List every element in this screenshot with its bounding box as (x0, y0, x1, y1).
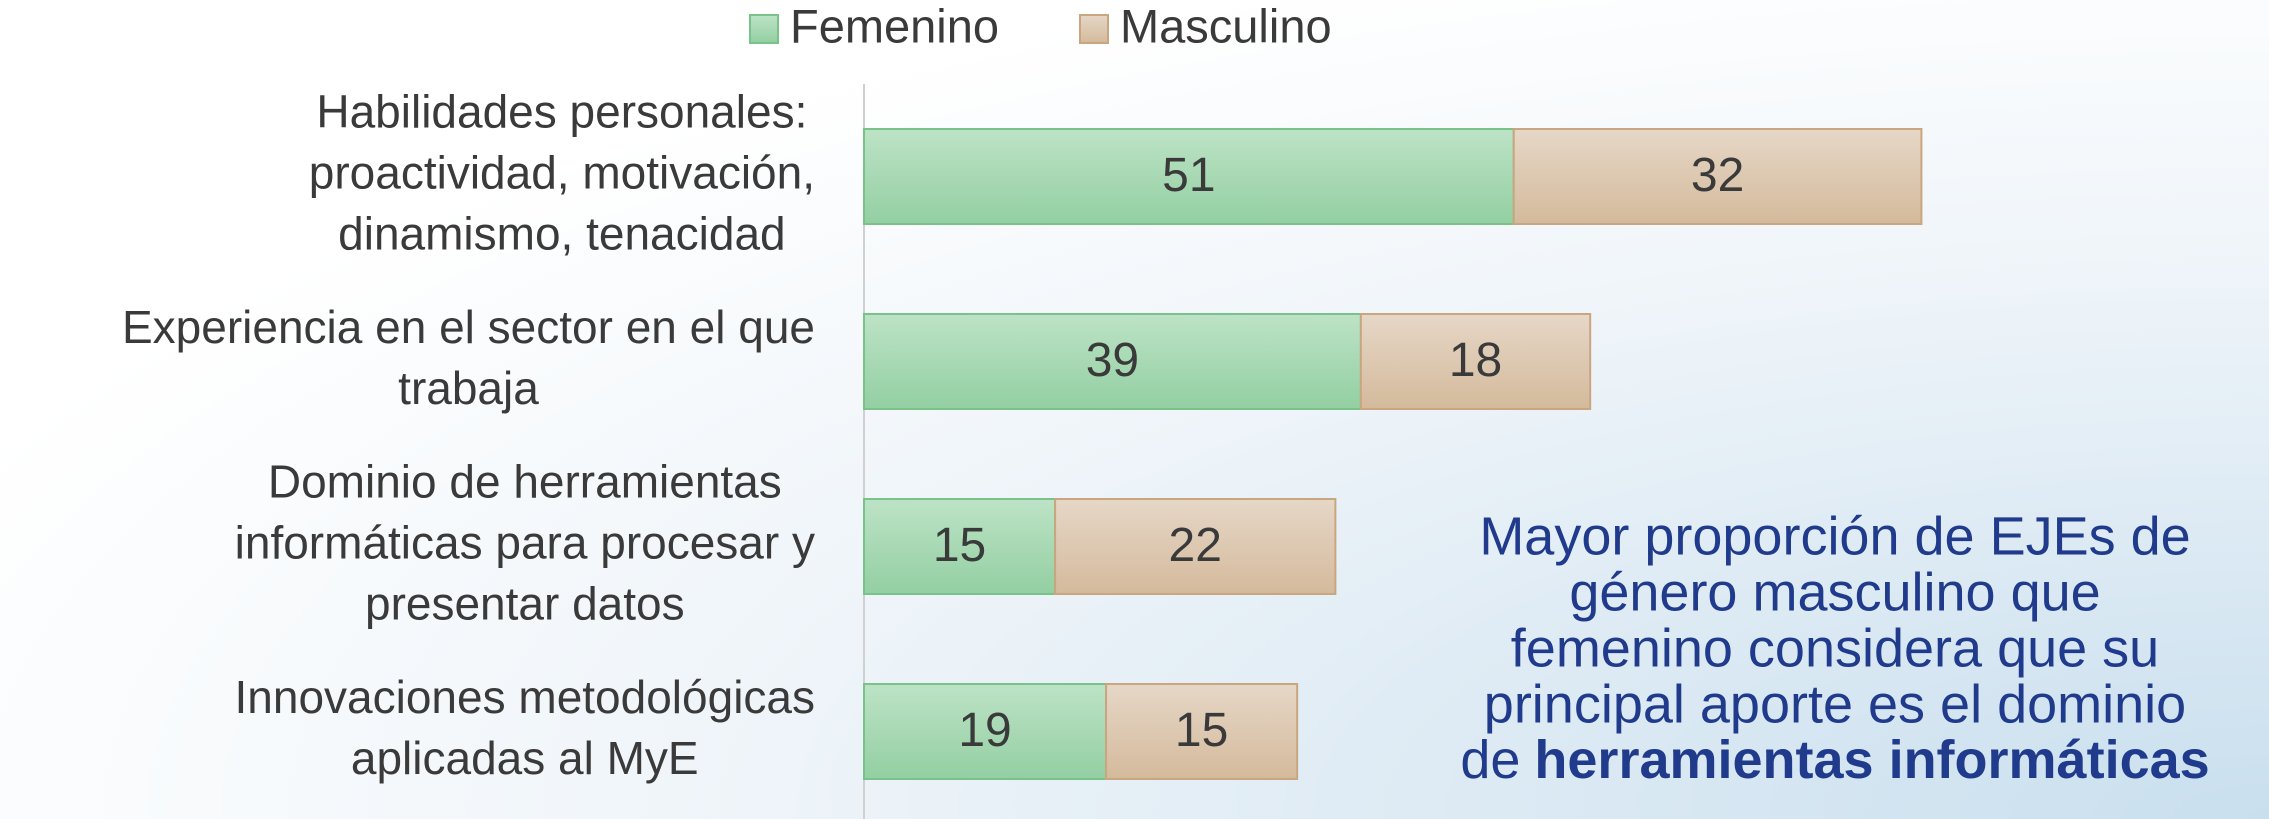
bar-segment (1359, 313, 1592, 410)
value-label: 51 (1162, 149, 1215, 202)
category-label: Dominio de herramientas (268, 456, 782, 508)
category-label: aplicadas al MyE (351, 732, 699, 784)
value-label: 39 (1086, 334, 1139, 387)
annotation-emphasis: herramientas informáticas (1534, 730, 2209, 790)
annotation-line: de herramientas informáticas (1460, 730, 2209, 790)
bar-segment (863, 313, 1362, 410)
category-label: trabaja (398, 362, 539, 414)
value-label: 15 (933, 519, 986, 572)
category-label: proactividad, motivación, (309, 147, 815, 199)
bar-segment (1105, 683, 1299, 780)
value-label: 19 (958, 704, 1011, 757)
annotation-line: Mayor proporción de EJEs de (1479, 506, 2190, 566)
bar-segment (1054, 498, 1337, 595)
legend-swatch (1079, 14, 1109, 44)
annotation-line: género masculino que (1569, 562, 2100, 622)
category-label: presentar datos (365, 578, 685, 630)
annotation-line: femenino considera que su (1511, 618, 2159, 678)
legend-label: Masculino (1120, 0, 1332, 52)
bar-segment (863, 498, 1057, 595)
value-label: 18 (1449, 334, 1502, 387)
bar-segment (1512, 128, 1923, 225)
bar-segment (863, 128, 1515, 225)
category-label: Innovaciones metodológicas (235, 671, 815, 723)
value-label: 32 (1691, 149, 1744, 202)
annotation-text: de (1460, 730, 1520, 790)
category-label: dinamismo, tenacidad (338, 208, 785, 260)
annotation-line: principal aporte es el dominio (1484, 674, 2186, 734)
legend-label: Femenino (790, 0, 999, 52)
category-label: Experiencia en el sector en el que (122, 301, 815, 353)
value-label: 15 (1175, 704, 1228, 757)
legend-swatch (749, 14, 779, 44)
category-label: Habilidades personales: (316, 86, 807, 138)
category-label: informáticas para procesar y (235, 517, 815, 569)
value-label: 22 (1169, 519, 1222, 572)
